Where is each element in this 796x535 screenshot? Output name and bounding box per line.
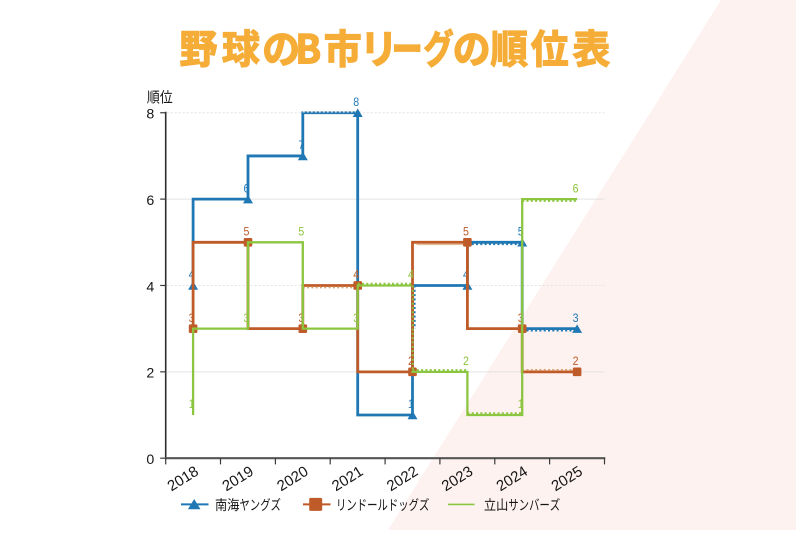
svg-text:1: 1: [189, 399, 195, 412]
svg-text:6: 6: [573, 183, 579, 196]
svg-text:4: 4: [189, 269, 195, 282]
svg-text:6: 6: [146, 193, 154, 209]
svg-text:3: 3: [353, 312, 359, 325]
svg-text:3: 3: [518, 312, 524, 325]
svg-text:2: 2: [146, 366, 154, 382]
svg-text:0: 0: [146, 452, 154, 468]
svg-text:5: 5: [463, 226, 469, 239]
svg-text:6: 6: [244, 183, 250, 196]
svg-text:4: 4: [408, 269, 414, 282]
svg-text:4: 4: [353, 269, 359, 282]
svg-text:5: 5: [244, 226, 250, 239]
svg-text:5: 5: [518, 226, 524, 239]
svg-text:4: 4: [146, 279, 154, 295]
svg-text:2: 2: [408, 355, 414, 368]
svg-text:7: 7: [298, 140, 304, 153]
svg-text:4: 4: [463, 269, 469, 282]
svg-text:1: 1: [518, 399, 524, 412]
svg-text:2: 2: [573, 355, 579, 368]
svg-text:3: 3: [298, 312, 304, 325]
svg-text:5: 5: [298, 226, 304, 239]
svg-text:3: 3: [189, 312, 195, 325]
svg-text:8: 8: [146, 107, 154, 123]
svg-text:8: 8: [353, 96, 359, 109]
svg-text:3: 3: [244, 312, 250, 325]
svg-text:1: 1: [408, 399, 414, 412]
svg-text:2: 2: [463, 355, 469, 368]
svg-text:3: 3: [573, 312, 579, 325]
